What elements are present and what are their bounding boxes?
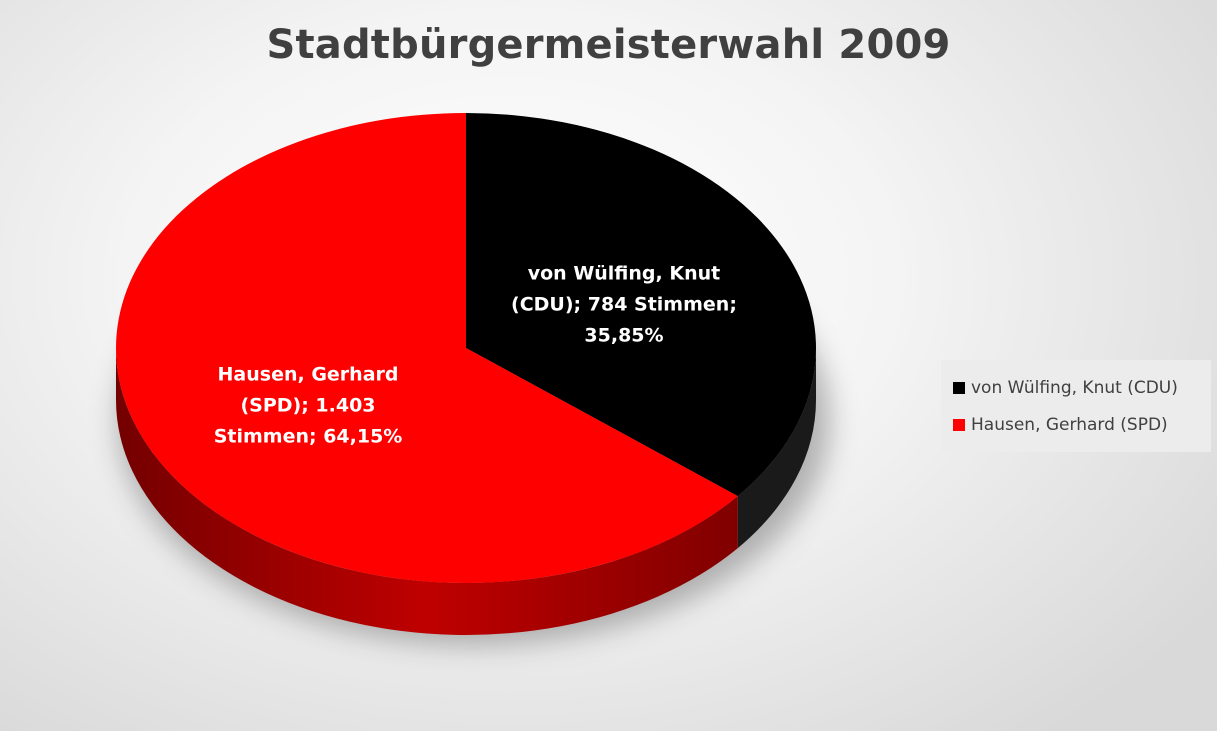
legend-label-spd: Hausen, Gerhard (SPD) <box>971 414 1168 435</box>
legend: von Wülfing, Knut (CDU) Hausen, Gerhard … <box>941 360 1211 452</box>
legend-label-cdu: von Wülfing, Knut (CDU) <box>971 377 1178 398</box>
pie-slice-spd <box>115 113 738 583</box>
data-label-cdu: von Wülfing, Knut (CDU); 784 Stimmen; 35,8… <box>511 262 737 346</box>
data-label-spd: Hausen, Gerhard (SPD); 1.403 Stimmen; 64,1… <box>214 364 403 448</box>
legend-item-spd: Hausen, Gerhard (SPD) <box>953 406 1211 443</box>
pie-side-spd <box>115 348 738 635</box>
pie-slice-cdu <box>466 113 816 497</box>
pie-side-cdu <box>737 348 816 549</box>
legend-swatch-cdu <box>953 381 965 394</box>
chart-title: Stadtbürgermeisterwahl 2009 <box>266 22 951 68</box>
legend-swatch-spd <box>953 418 965 431</box>
legend-item-cdu: von Wülfing, Knut (CDU) <box>953 369 1211 406</box>
